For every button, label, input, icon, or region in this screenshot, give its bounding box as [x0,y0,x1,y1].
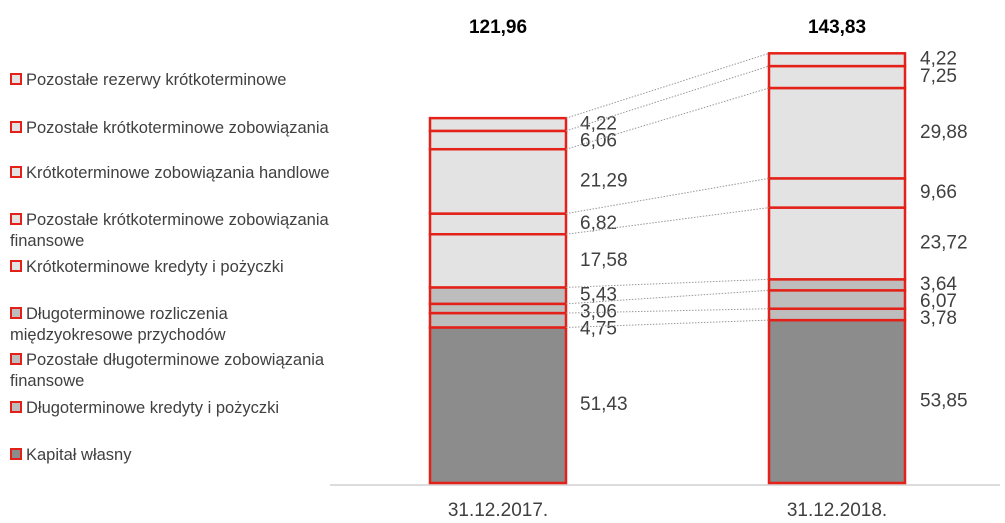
connector [565,65,770,132]
connector [565,289,770,305]
legend-swatch [10,401,22,413]
legend-item: Długoterminowe kredyty i pożyczki [10,398,355,419]
bar-segment [767,318,907,485]
legend-label: Pozostałe krótkoterminowe zobowiązania f… [10,211,329,250]
connector [565,207,770,235]
x-tick-label: 31.12.2018. [787,500,887,521]
total-label: 121,96 [469,17,527,38]
legend-label: Krótkoterminowe kredyty i pożyczki [26,258,284,276]
value-label: 6,07 [920,291,957,312]
legend-item: Pozostałe krótkoterminowe zobowiązania [10,118,355,139]
connector [565,278,770,288]
value-label: 3,64 [920,274,957,295]
value-label: 17,58 [580,250,628,271]
value-label: 5,43 [580,285,617,306]
legend-label: Długoterminowe kredyty i pożyczki [26,399,280,417]
legend-item: Pozostałe długoterminowe zobowiązania fi… [10,350,355,392]
bar-segment [428,116,568,133]
value-label: 4,75 [580,319,617,340]
legend-item: Kapitał własny [10,445,355,466]
connector [565,177,770,215]
bar-segment [428,147,568,215]
bar-segment [767,278,907,292]
bar-segment [428,212,568,236]
bar-segment [428,129,568,151]
value-label: 6,06 [580,131,617,152]
legend-swatch [10,353,22,365]
legend-swatch [10,166,22,178]
value-label: 9,66 [920,182,957,203]
value-label: 6,82 [580,213,617,234]
legend-swatch [10,213,22,225]
legend-label: Kapitał własny [26,446,132,464]
value-label: 7,25 [920,66,957,87]
bar-segment [767,86,907,180]
x-tick-label: 31.12.2017. [448,500,548,521]
connector [565,308,770,314]
bar-segment [428,311,568,329]
bar-segment [767,52,907,68]
legend-swatch [10,73,22,85]
legend-label: Długoterminowe rozliczenia międzyokresow… [10,305,228,344]
connector [565,87,770,150]
legend-swatch [10,121,22,133]
value-label: 51,43 [580,394,628,415]
bar-segment [767,307,907,322]
value-label: 4,22 [580,114,617,135]
legend-swatch [10,448,22,460]
value-label: 53,85 [920,391,968,412]
bar-segment [767,64,907,90]
legend-label: Pozostałe rezerwy krótkoterminowe [26,71,287,89]
bar-segment [767,177,907,209]
value-label: 4,22 [920,49,957,70]
bar-segment [428,326,568,485]
bar-segment [428,286,568,306]
legend-label: Krótkoterminowe zobowiązania handlowe [26,164,330,182]
legend-label: Pozostałe długoterminowe zobowiązania fi… [10,351,325,390]
value-label: 21,29 [580,170,628,191]
connector [565,319,770,328]
legend-swatch [10,260,22,272]
legend-item: Krótkoterminowe kredyty i pożyczki [10,257,355,278]
legend-item: Długoterminowe rozliczenia międzyokresow… [10,304,355,346]
legend-item: Pozostałe rezerwy krótkoterminowe [10,70,355,91]
legend-label: Pozostałe krótkoterminowe zobowiązania [26,119,329,137]
bar-segment [428,302,568,315]
value-label: 23,72 [920,232,968,253]
legend-swatch [10,307,22,319]
bar-segment [767,289,907,310]
bar-segment [767,206,907,281]
value-label: 3,78 [920,308,957,329]
total-label: 143,83 [808,17,866,38]
value-label: 3,06 [580,302,617,323]
value-label: 29,88 [920,122,968,143]
legend-item: Pozostałe krótkoterminowe zobowiązania f… [10,210,355,252]
bar-segment [428,232,568,289]
legend-item: Krótkoterminowe zobowiązania handlowe [10,163,355,184]
connector [565,52,770,119]
